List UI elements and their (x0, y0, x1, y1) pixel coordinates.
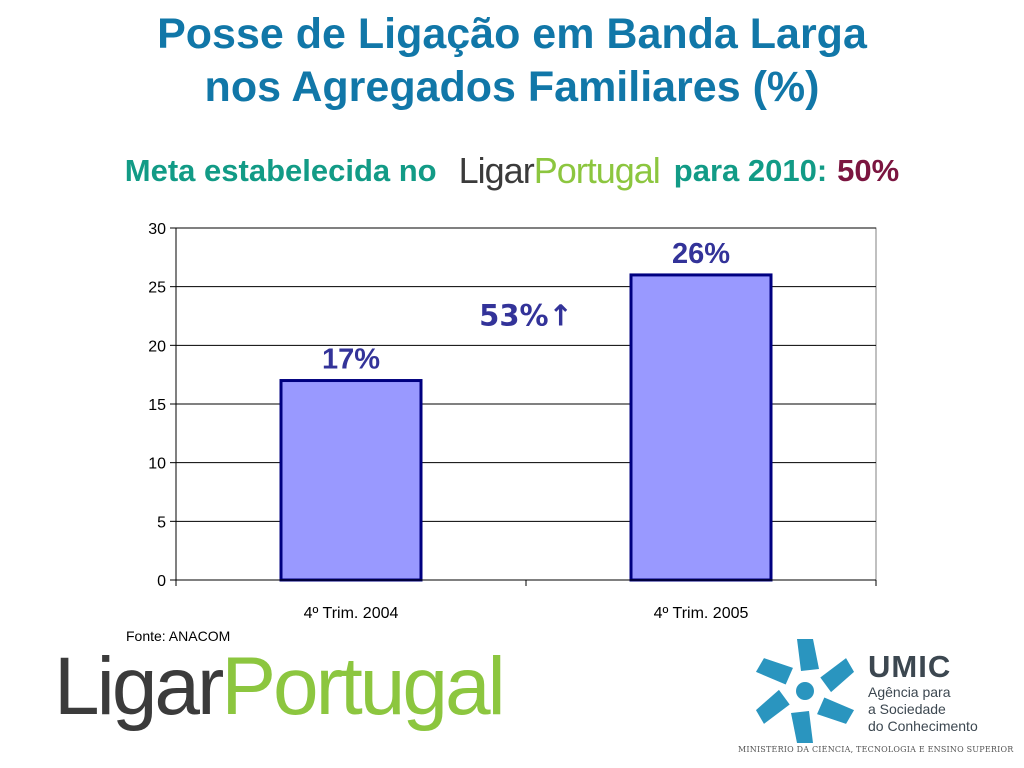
footer-brand-portugal: Portugal (221, 641, 505, 732)
slide-title: Posse de Ligação em Banda Larga nos Agre… (0, 8, 1024, 114)
y-tick-label-25: 25 (148, 280, 166, 297)
bar-1 (279, 379, 423, 582)
umic-emblem-icon (755, 639, 855, 743)
data-label-2: 26% (672, 238, 730, 270)
ministry-caption: MINISTÉRIO DA CIÊNCIA, TECNOLOGIA E ENSI… (738, 745, 1014, 754)
x-tick-label-1: 4º Trim. 2004 (304, 605, 399, 622)
chart-bars (279, 273, 773, 582)
y-tick-label-15: 15 (148, 397, 166, 414)
brand-ligar-text: Ligar (458, 150, 535, 191)
slide-subtitle: Meta estabelecida no LigarPortugal para … (0, 146, 1024, 196)
y-tick-label-10: 10 (148, 456, 166, 473)
title-line-2: nos Agregados Familiares (%) (204, 63, 820, 111)
goal-value: 50% (837, 153, 900, 188)
umic-wordmark: UMIC Agência para a Sociedade do Conheci… (868, 650, 978, 735)
bar-2 (629, 273, 773, 582)
footer-brand-ligar: Ligar (54, 641, 224, 732)
ligar-portugal-logo: LigarPortugal (54, 640, 506, 734)
ligar-portugal-inline-logo: LigarPortugal (458, 150, 661, 192)
umic-line-2: a Sociedade (868, 701, 946, 717)
chart-labels: 0 5 10 15 20 25 30 17% 4º Trim. 2004 26% 4º Trim. … (148, 221, 748, 622)
subtitle-prefix: Meta estabelecida no (124, 153, 437, 188)
source-note: Fonte: ANACOM (126, 628, 231, 644)
y-tick-label-20: 20 (148, 338, 166, 355)
umic-line-3: do Conhecimento (868, 718, 978, 734)
y-tick-label-5: 5 (157, 514, 166, 531)
brand-portugal-text: Portugal (533, 150, 661, 191)
y-tick-label-0: 0 (157, 573, 166, 590)
y-tick-label-30: 30 (148, 221, 166, 238)
umic-title: UMIC (868, 649, 952, 684)
subtitle-suffix: para 2010: (673, 153, 828, 188)
umic-line-1: Agência para (868, 684, 951, 700)
chart-axes (170, 227, 877, 586)
title-line-1: Posse de Ligação em Banda Larga (157, 10, 867, 58)
bar-chart: 0 5 10 15 20 25 30 17% 4º Trim. 2004 26% 4º Trim. … (148, 221, 877, 622)
data-label-1: 17% (322, 344, 380, 376)
growth-annotation: 53%↑ (479, 298, 573, 332)
x-tick-label-2: 4º Trim. 2005 (654, 605, 749, 622)
